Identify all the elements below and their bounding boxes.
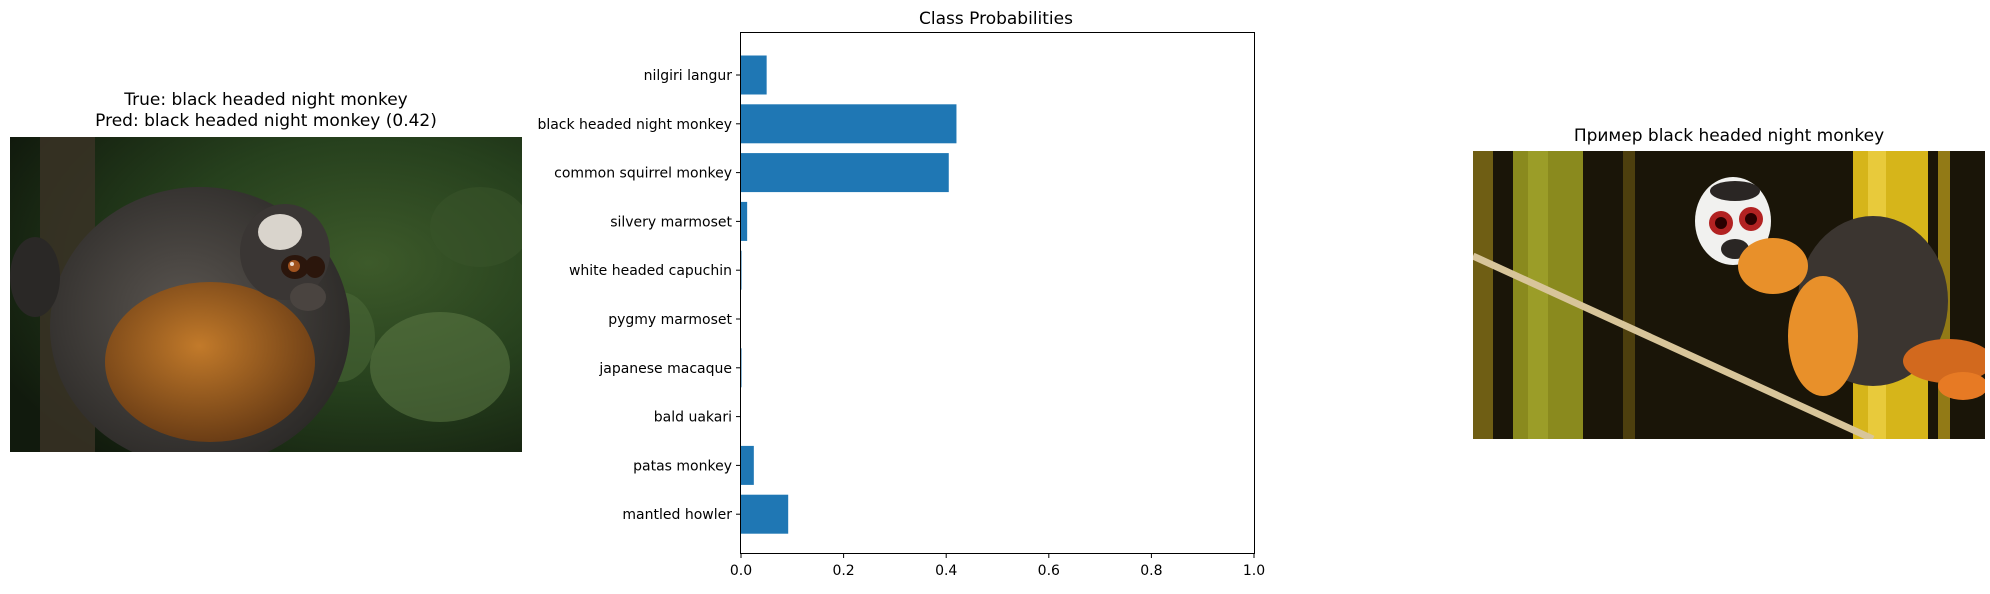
bar-japanese-macaque xyxy=(741,348,742,388)
bar-chart: Class Probabilities nilgiri langur black … xyxy=(537,9,1265,579)
bar-patas-monkey xyxy=(741,445,754,485)
y-tick-label: nilgiri langur xyxy=(644,68,733,84)
example-image xyxy=(1473,151,1985,439)
x-tick-label: 0.0 xyxy=(730,563,752,579)
pred-label: Pred: black headed night monkey (0.42) xyxy=(95,111,437,131)
true-label: True: black headed night monkey xyxy=(124,90,408,110)
x-tick-label: 0.6 xyxy=(1038,563,1060,579)
y-tick-label: japanese macaque xyxy=(598,361,732,377)
y-tick-label: pygmy marmoset xyxy=(608,312,732,328)
y-tick-label: bald uakari xyxy=(654,410,732,426)
bar-common-squirrel-monkey xyxy=(741,153,949,193)
bar-black-headed-night-monkey xyxy=(741,104,957,144)
x-tick-label: 0.8 xyxy=(1140,563,1162,579)
example-title: Пример black headed night monkey xyxy=(1573,126,1885,146)
bar-mantled-howler xyxy=(741,494,789,534)
y-tick-label: mantled howler xyxy=(622,507,732,523)
plot-frame xyxy=(740,32,1255,554)
class-probabilities-chart: Class Probabilities nilgiri langur black … xyxy=(537,9,1265,579)
y-tick-label: white headed capuchin xyxy=(569,263,732,279)
x-tick-label: 0.4 xyxy=(935,563,957,579)
bar-silvery-marmoset xyxy=(741,201,748,241)
x-tick-label: 0.2 xyxy=(832,563,854,579)
y-tick-label: silvery marmoset xyxy=(610,214,732,230)
y-tick-label: black headed night monkey xyxy=(537,117,732,133)
y-tick-label: common squirrel monkey xyxy=(554,166,732,182)
left-panel-title: True: black headed night monkey Pred: bl… xyxy=(10,90,522,132)
query-image xyxy=(10,137,522,452)
y-tick-label: patas monkey xyxy=(633,458,732,474)
chart-title: Class Probabilities xyxy=(919,9,1073,29)
bar-white-headed-capuchin xyxy=(741,250,742,290)
x-tick-label: 1.0 xyxy=(1243,563,1265,579)
bar-nilgiri-langur xyxy=(741,55,767,95)
